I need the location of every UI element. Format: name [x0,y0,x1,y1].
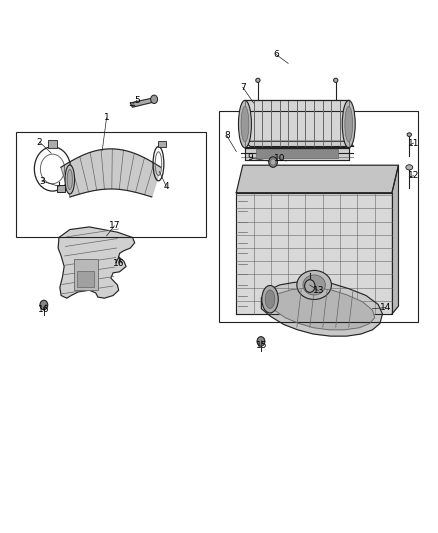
Text: 14: 14 [380,303,391,312]
Ellipse shape [303,275,325,295]
Text: 9: 9 [247,154,253,163]
Bar [16,132,206,238]
Ellipse shape [256,78,260,83]
Text: 5: 5 [134,96,140,105]
Circle shape [257,337,265,346]
Bar [77,271,95,287]
Ellipse shape [238,100,251,148]
Ellipse shape [334,78,338,83]
Polygon shape [392,165,399,314]
Text: 12: 12 [408,171,419,180]
Bar [219,111,418,322]
Ellipse shape [65,165,74,194]
Text: 15: 15 [256,341,267,350]
Polygon shape [236,165,399,192]
Ellipse shape [342,100,355,148]
Polygon shape [245,100,349,148]
Circle shape [151,95,158,103]
Bar [74,259,98,290]
Polygon shape [261,281,382,336]
Text: 2: 2 [37,138,42,147]
Text: 13: 13 [313,286,324,295]
Circle shape [269,157,277,167]
Text: 16: 16 [113,260,124,268]
Text: 3: 3 [39,176,45,185]
Ellipse shape [67,169,72,190]
Circle shape [270,159,276,165]
Bar [256,149,338,158]
Ellipse shape [241,106,249,142]
Bar [57,185,65,191]
Text: 1: 1 [104,113,110,122]
Text: 11: 11 [408,139,419,148]
Text: 4: 4 [163,182,169,191]
Text: 17: 17 [109,221,120,230]
Polygon shape [245,141,354,147]
Bar [159,141,166,147]
Polygon shape [131,98,156,107]
Bar [48,140,57,148]
Polygon shape [61,149,161,197]
Ellipse shape [406,165,413,170]
Ellipse shape [407,165,411,169]
Ellipse shape [297,270,332,300]
Text: 16: 16 [38,305,49,314]
Polygon shape [245,147,349,160]
Ellipse shape [407,133,411,136]
Ellipse shape [262,286,278,313]
Text: 6: 6 [273,50,279,59]
Circle shape [40,300,48,310]
Circle shape [304,280,315,292]
Text: 8: 8 [224,131,230,140]
Ellipse shape [265,290,275,309]
Polygon shape [236,192,392,314]
Ellipse shape [345,106,353,142]
Text: 10: 10 [274,155,285,164]
Polygon shape [269,288,374,330]
Polygon shape [58,227,134,298]
Text: 7: 7 [240,83,246,92]
